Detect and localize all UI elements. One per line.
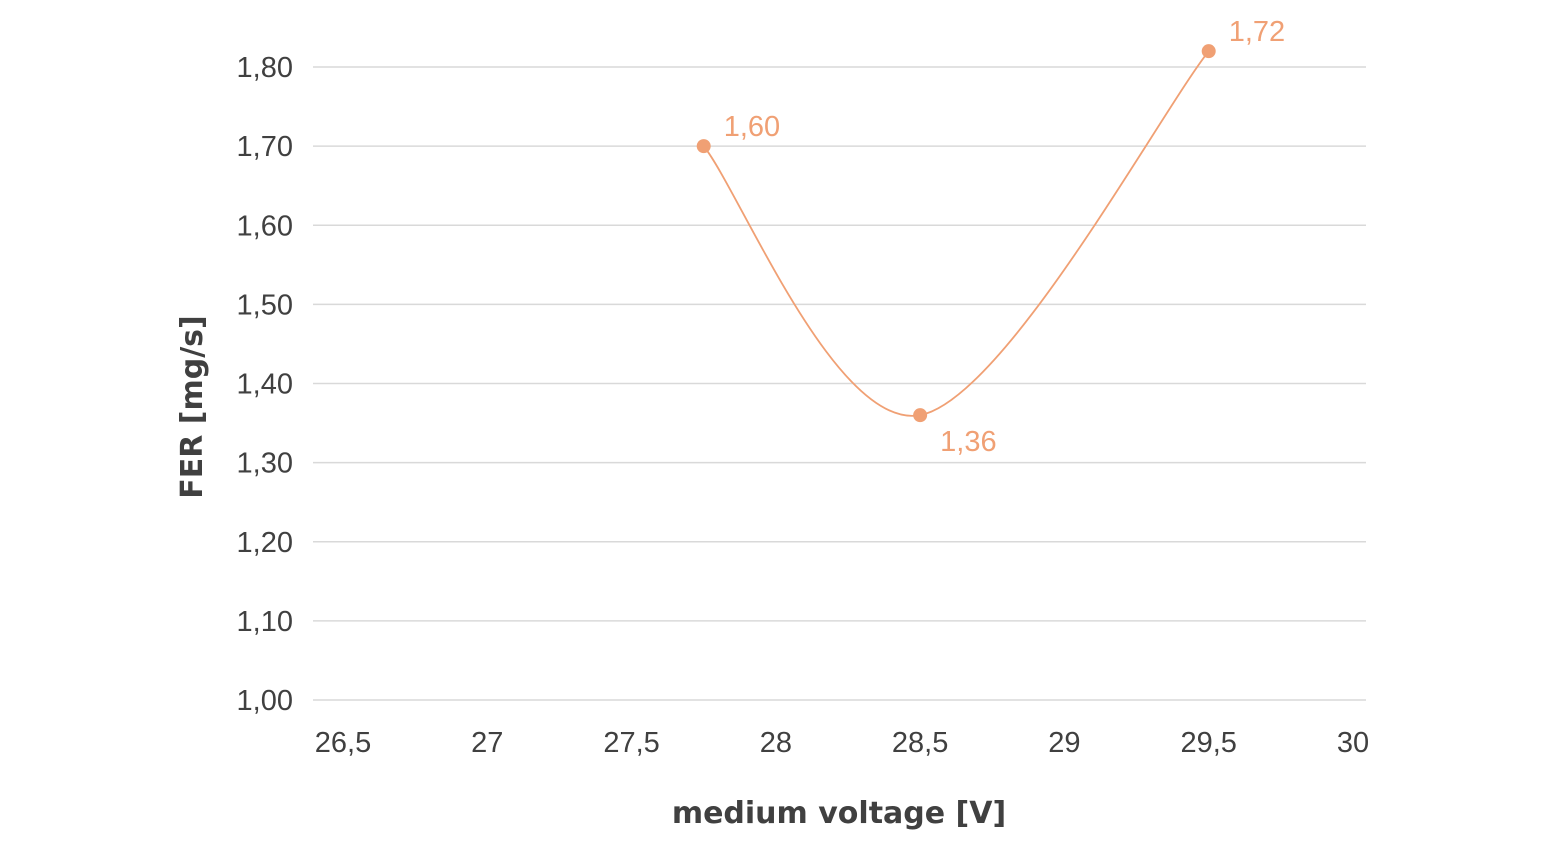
series-line: [703, 50, 1210, 417]
data-point: [913, 408, 928, 423]
x-tick-label: 29,5: [1180, 727, 1236, 759]
data-label: 1,36: [940, 426, 996, 458]
y-tick-label: 1,80: [237, 52, 293, 84]
gridlines: [313, 66, 1366, 701]
data-label: 1,72: [1229, 16, 1285, 48]
y-tick-label: 1,20: [237, 527, 293, 559]
data-point: [1201, 44, 1216, 59]
x-axis-tick-labels: 26,5 27 27,5 28 28,5 29 29,5 30: [315, 727, 1369, 759]
series-group: 1,60 1,36 1,72: [696, 16, 1285, 458]
x-tick-label: 27,5: [603, 727, 659, 759]
x-axis-title: medium voltage [V]: [672, 796, 1006, 831]
y-axis-tick-labels: 1,00 1,10 1,20 1,30 1,40 1,50 1,60 1,70 1,80: [237, 52, 293, 717]
x-tick-label: 29: [1048, 727, 1080, 759]
x-tick-label: 28: [760, 727, 792, 759]
x-tick-label: 27: [471, 727, 503, 759]
x-tick-label: 28,5: [892, 727, 948, 759]
y-tick-label: 1,30: [237, 448, 293, 480]
y-tick-label: 1,00: [237, 685, 293, 717]
data-label: 1,60: [724, 111, 780, 143]
y-tick-label: 1,50: [237, 289, 293, 321]
y-tick-label: 1,40: [237, 369, 293, 401]
x-tick-label: 30: [1337, 727, 1369, 759]
x-tick-label: 26,5: [315, 727, 371, 759]
y-tick-label: 1,10: [237, 606, 293, 638]
data-point: [696, 139, 711, 154]
y-axis-title: FER [mg/s]: [175, 315, 210, 499]
y-tick-label: 1,70: [237, 131, 293, 163]
y-tick-label: 1,60: [237, 210, 293, 242]
